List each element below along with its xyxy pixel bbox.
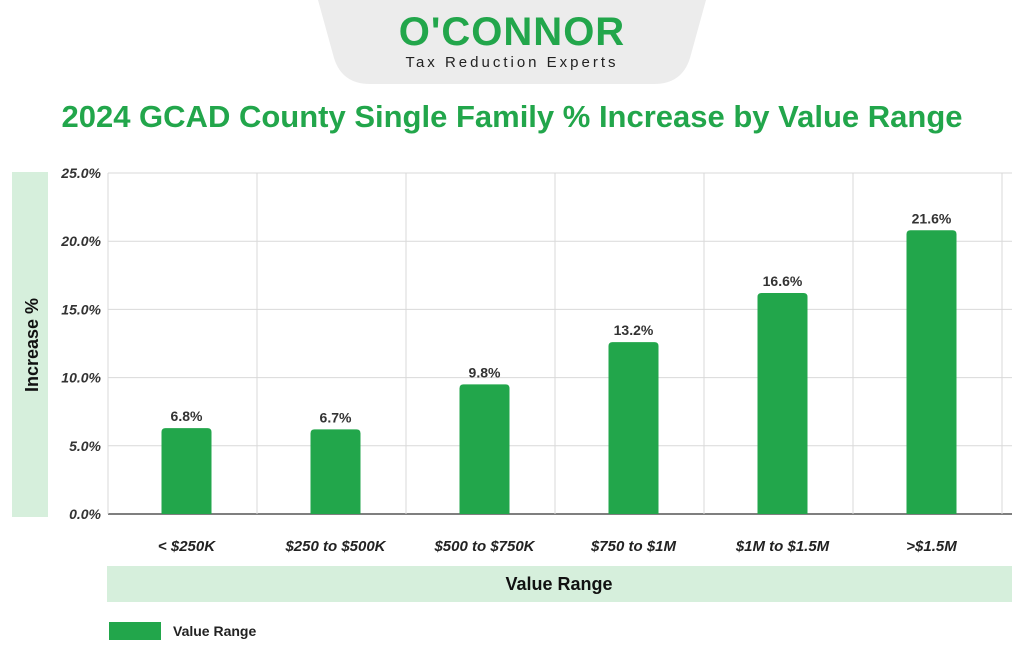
legend: Value Range — [109, 622, 256, 640]
y-tick-label: 10.0% — [61, 370, 101, 386]
brand-tagline: Tax Reduction Experts — [405, 54, 619, 71]
bar — [310, 429, 361, 514]
y-axis-ticks: 0.0% 5.0% 10.0% 15.0% 20.0% 25.0% — [60, 165, 101, 522]
bar — [757, 293, 808, 514]
legend-swatch — [109, 622, 161, 640]
data-label: 13.2% — [614, 322, 654, 338]
y-axis-title: Increase % — [22, 298, 42, 392]
y-tick-label: 20.0% — [60, 233, 101, 249]
y-tick-label: 5.0% — [69, 438, 101, 454]
chart-title: 2024 GCAD County Single Family % Increas… — [61, 99, 963, 134]
x-tick-label: $1M to $1.5M — [735, 538, 830, 555]
bar — [906, 230, 957, 514]
legend-label: Value Range — [173, 623, 256, 639]
logo-tab — [318, 0, 706, 84]
y-axis-title-band — [12, 172, 48, 517]
x-tick-label: $750 to $1M — [590, 538, 677, 555]
x-tick-label: $500 to $750K — [433, 538, 535, 555]
data-label: 6.8% — [171, 408, 203, 424]
x-axis-ticks: < $250K $250 to $500K $500 to $750K $750 to… — [158, 538, 957, 555]
x-tick-label: $250 to $500K — [284, 538, 386, 555]
bar — [161, 428, 212, 514]
bars: 6.8% 6.7% 9.8% 13.2% 16.6% 21.6% — [161, 210, 957, 514]
y-tick-label: 15.0% — [61, 301, 101, 317]
data-label: 6.7% — [320, 409, 352, 425]
gridlines — [107, 172, 1012, 515]
data-label: 16.6% — [763, 273, 803, 289]
bar — [459, 384, 510, 514]
y-tick-label: 0.0% — [69, 506, 101, 522]
data-label: 21.6% — [912, 210, 952, 226]
data-label: 9.8% — [469, 364, 501, 380]
x-axis-title-band — [107, 566, 1012, 602]
x-axis-title: Value Range — [505, 574, 612, 594]
x-tick-label: < $250K — [158, 538, 216, 555]
brand-logo-text: O'CONNOR — [398, 10, 626, 54]
bar — [608, 342, 659, 514]
y-tick-label: 25.0% — [60, 165, 101, 181]
x-tick-label: >$1.5M — [906, 538, 957, 555]
